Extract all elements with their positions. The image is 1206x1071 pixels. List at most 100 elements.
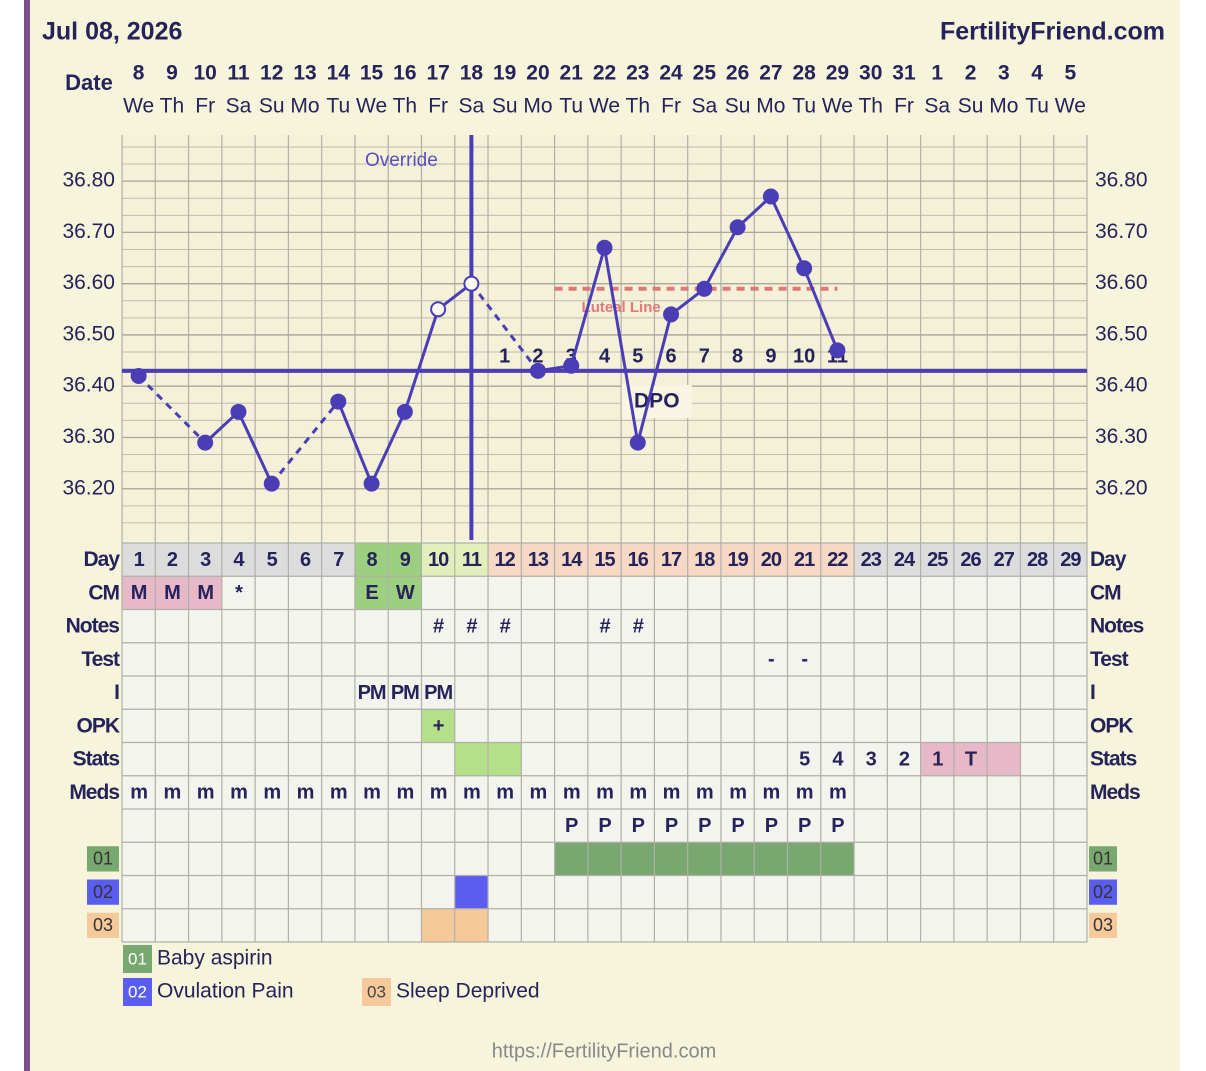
weekday-label: Th	[160, 95, 185, 118]
cell-fill	[787, 543, 821, 577]
temp-line	[802, 267, 839, 351]
weekday-label: Th	[626, 95, 651, 118]
row-label: I	[114, 681, 119, 704]
cell-fill	[454, 875, 489, 909]
table-cell: 27	[994, 549, 1015, 571]
x-tick-label: 26	[726, 62, 749, 85]
cell-fill	[754, 543, 788, 577]
temp-line	[569, 247, 606, 367]
cell-fill	[155, 543, 189, 577]
row-label-right: Day	[1090, 548, 1127, 571]
cell-fill	[1020, 543, 1054, 577]
table-cell: P	[698, 815, 711, 837]
row-label-right: 01	[1093, 849, 1113, 869]
x-tick-label: 16	[393, 62, 416, 85]
row-label-right: Meds	[1090, 781, 1140, 804]
dpo-label: 9	[765, 345, 776, 367]
table-cell: 9	[400, 549, 411, 571]
weekday-label: We	[589, 95, 620, 118]
row-label-right: 03	[1093, 915, 1113, 935]
cell-fill	[321, 543, 355, 577]
weekday-label: Th	[393, 95, 418, 118]
table-cell: 10	[428, 549, 449, 571]
weekday-label: Fr	[661, 95, 681, 118]
cell-fill	[953, 742, 988, 776]
x-tick-label: 24	[659, 62, 683, 85]
row-label: 01	[93, 849, 113, 869]
table-cell: PM	[391, 682, 419, 704]
table-cell: m	[696, 782, 713, 804]
cell-fill	[421, 543, 455, 577]
temp-line	[403, 308, 440, 413]
x-tick-label: 14	[327, 62, 351, 85]
table-cell: m	[729, 782, 746, 804]
table-cell: #	[633, 615, 644, 637]
cell-fill	[687, 842, 721, 876]
cell-fill	[188, 576, 222, 610]
table-cell: +	[433, 715, 444, 737]
table-cell: #	[466, 615, 477, 637]
table-cell: 23	[861, 549, 882, 571]
row-label-right: 02	[1093, 882, 1113, 902]
table-cell: P	[731, 815, 744, 837]
dpo-label: 3	[566, 345, 577, 367]
table-cell: P	[798, 815, 811, 837]
row-label-right: Notes	[1090, 615, 1144, 638]
x-tick-label: 18	[460, 62, 484, 85]
temp-point	[762, 188, 779, 205]
table-cell: m	[430, 782, 447, 804]
temp-line	[703, 226, 739, 290]
table-cell: 11	[462, 549, 482, 571]
table-cell: P	[665, 815, 678, 837]
table-cell: PM	[424, 682, 452, 704]
table-cell: 13	[528, 549, 549, 571]
weekday-label: Tu	[792, 95, 816, 118]
table-cell: m	[762, 782, 779, 804]
cell-fill	[953, 543, 988, 577]
temp-gap-line	[137, 374, 207, 444]
table-cell: m	[663, 782, 680, 804]
table-cell: 17	[661, 549, 682, 571]
temp-point	[529, 362, 546, 379]
y-tick-label: 36.40	[62, 374, 115, 397]
cell-fill	[488, 742, 522, 776]
legend-text: Baby aspirin	[157, 947, 273, 970]
weekday-label: We	[123, 95, 154, 118]
table-cell: #	[599, 615, 610, 637]
legend-code: 02	[128, 982, 147, 1001]
legend-text: Sleep Deprived	[396, 980, 540, 1003]
cell-fill	[388, 543, 422, 577]
x-tick-label: 13	[293, 62, 316, 85]
cell-fill	[621, 543, 655, 577]
cell-fill	[987, 742, 1021, 776]
temp-point	[696, 280, 713, 297]
weekday-label: Sa	[924, 95, 950, 118]
table-cell: 28	[1027, 549, 1048, 571]
row-label: Day	[83, 548, 120, 571]
legend-code: 01	[128, 949, 147, 968]
site-name: FertilityFriend.com	[940, 18, 1165, 46]
x-tick-label: 29	[826, 62, 849, 85]
y-tick-label-right: 36.70	[1095, 220, 1148, 243]
cell-fill	[521, 543, 555, 577]
table-cell: #	[500, 615, 511, 637]
dpo-label: 1	[499, 345, 510, 367]
row-code-box-right	[1089, 846, 1117, 872]
temp-line	[336, 401, 373, 485]
table-cell: m	[330, 782, 347, 804]
table-cell: m	[130, 782, 147, 804]
table-cell: m	[596, 782, 613, 804]
row-label-right: I	[1090, 681, 1095, 704]
table-cell: m	[197, 782, 214, 804]
cell-fill	[488, 543, 522, 577]
table-cell: 5	[799, 748, 810, 770]
y-tick-label-right: 36.40	[1095, 374, 1148, 397]
cell-fill	[155, 576, 189, 610]
temp-line	[769, 195, 806, 269]
table-cell: M	[131, 582, 147, 604]
table-cell: E	[365, 582, 378, 604]
row-code-box-right	[1089, 912, 1117, 938]
cell-fill	[720, 543, 755, 577]
table-cell: m	[829, 782, 846, 804]
weekday-label: Tu	[559, 95, 583, 118]
